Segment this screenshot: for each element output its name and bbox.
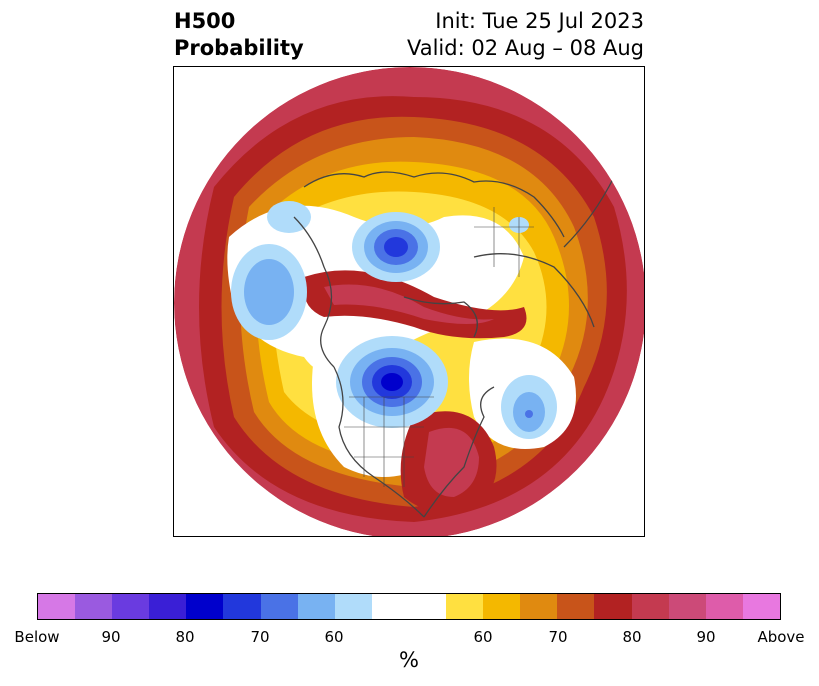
tick-above-60: 60 [473, 628, 493, 646]
atlantic-trough-core [525, 410, 533, 418]
tick-above-70: 70 [548, 628, 568, 646]
colorbar-above-segment [631, 594, 669, 619]
colorbar-above-segment [557, 594, 595, 619]
colorbar-above-segment [705, 594, 743, 619]
tick-above: Above [757, 628, 805, 646]
colorbar-above-segment [483, 594, 521, 619]
borders [344, 207, 534, 487]
tick-below-60: 60 [324, 628, 344, 646]
title-line-2: Probability [174, 36, 304, 60]
arctic-trough-core [384, 237, 408, 257]
colorbar [37, 593, 781, 620]
colorbar-below-segment [38, 594, 76, 619]
tick-below: Below [14, 628, 60, 646]
colorbar-below-segment [297, 594, 335, 619]
alaska-trough [267, 201, 311, 233]
colorbar-above-segment [594, 594, 632, 619]
colorbar-below-segment [334, 594, 372, 619]
arctic-ridge-core [324, 284, 494, 324]
colorbar-below-segment [186, 594, 224, 619]
tick-above-80: 80 [622, 628, 642, 646]
tick-below-80: 80 [175, 628, 195, 646]
title-line-1: H500 [174, 9, 236, 33]
colorbar-neutral-segment [371, 594, 447, 619]
colorbar-above-segment [520, 594, 558, 619]
colorbar-below-segment [75, 594, 113, 619]
coastlines [293, 171, 615, 518]
east-ridge-core [424, 427, 479, 497]
map-title: H500 Probability [174, 8, 304, 62]
tick-below-90: 90 [101, 628, 121, 646]
canada-trough-core [381, 373, 403, 391]
valid-range: Valid: 02 Aug – 08 Aug [406, 36, 644, 60]
colorbar-below-segment [149, 594, 187, 619]
colorbar-above-segment [742, 594, 780, 619]
tick-above-90: 90 [696, 628, 716, 646]
colorbar-above-segment [668, 594, 706, 619]
init-date: Init: Tue 25 Jul 2023 [435, 9, 644, 33]
colorbar-units: % [399, 648, 419, 672]
colorbar-below-segment [112, 594, 150, 619]
pacific-trough-inner [244, 259, 294, 325]
forecast-dates: Init: Tue 25 Jul 2023 Valid: 02 Aug – 08… [407, 8, 644, 62]
tick-below-70: 70 [250, 628, 270, 646]
colorbar-below-segment [260, 594, 298, 619]
colorbar-above-segment [446, 594, 484, 619]
probability-map [174, 67, 644, 536]
colorbar-below-segment [223, 594, 261, 619]
map-panel [173, 66, 645, 537]
